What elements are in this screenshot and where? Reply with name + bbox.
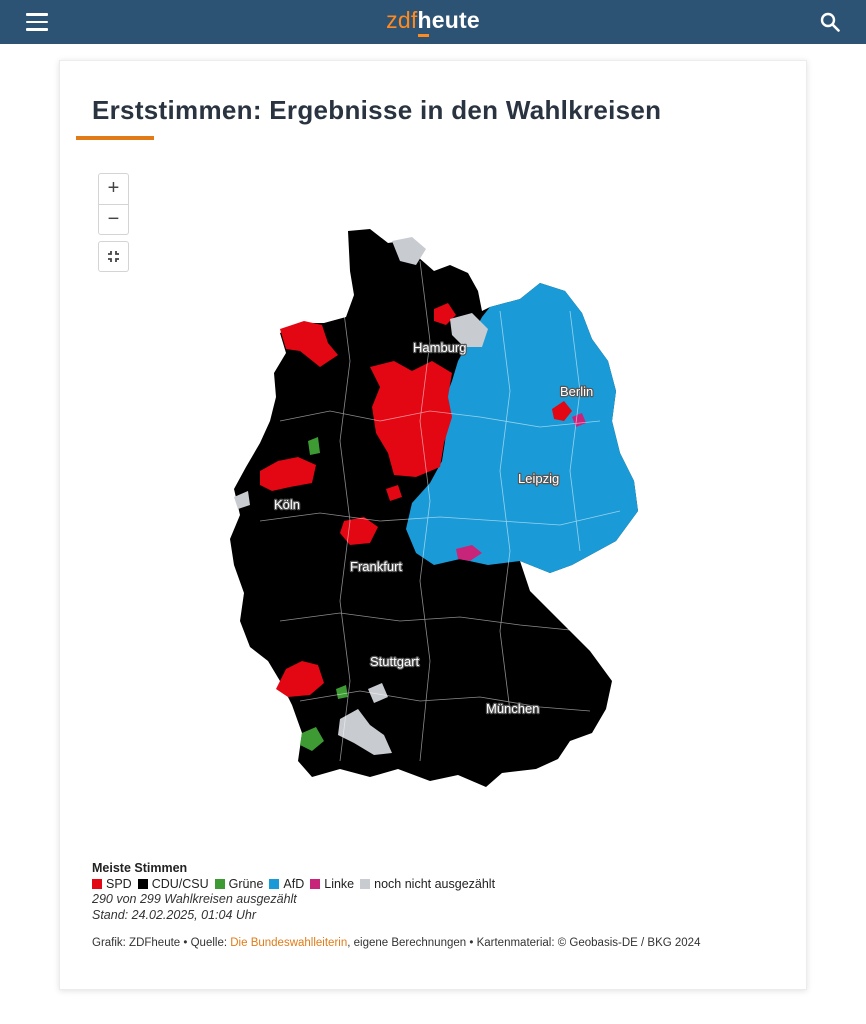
source-line: Grafik: ZDFheute • Quelle: Die Bundeswah… (92, 937, 700, 949)
region-offen-aachen (234, 491, 250, 509)
region-spd-ruhr (260, 457, 316, 491)
title-accent-rule (76, 136, 154, 140)
title-rest: : Ergebnisse in den Wahlkreisen (252, 95, 662, 125)
region-gruene-heidelberg (336, 685, 348, 699)
region-gruene-muenster (308, 437, 320, 455)
region-spd-niedersachsen (370, 361, 452, 477)
city-label-leipzig: Leipzig (518, 471, 559, 486)
logo-zdf: zdf (386, 7, 418, 33)
region-spd-pfalz (276, 661, 324, 697)
region-offen-north (392, 237, 426, 265)
region-offen-stuttgart (368, 683, 388, 703)
city-label-stuttgart: Stuttgart (370, 654, 420, 669)
region-gruene-freiburg (300, 727, 324, 751)
region-linke-thueringen (456, 545, 482, 561)
city-label-berlin: Berlin (560, 384, 593, 399)
counted-note: 290 von 299 Wahlkreisen ausgezählt (92, 892, 297, 906)
region-afd-east (406, 283, 638, 573)
zoom-control: + − (98, 173, 129, 235)
hamburger-menu-icon[interactable] (26, 13, 48, 31)
region-spd-berlin (552, 401, 572, 421)
zdfheute-logo[interactable]: zdfheute (0, 7, 866, 34)
germany-constituency-map[interactable]: Hamburg Berlin Leipzig Köln Frankfurt St… (220, 221, 650, 791)
search-icon[interactable] (820, 12, 840, 32)
title-bold: Erststimmen (92, 95, 253, 125)
zoom-in-button[interactable]: + (107, 177, 120, 199)
legend-item-cdu: CDU/CSU (137, 877, 209, 891)
constituency-borders (259, 260, 621, 762)
zoom-out-button[interactable]: − (99, 204, 128, 234)
legend-items: SPD CDU/CSU Grüne AfD Linke noch nicht a… (92, 877, 792, 891)
region-spd-ostfriesland (280, 321, 338, 367)
city-label-muenchen: München (486, 701, 539, 716)
top-app-bar: zdfheute (0, 0, 866, 44)
city-label-koeln: Köln (274, 497, 300, 512)
legend-item-linke: Linke (310, 877, 354, 891)
city-label-frankfurt: Frankfurt (350, 559, 402, 574)
legend-item-afd: AfD (269, 877, 304, 891)
legend-title: Meiste Stimmen (92, 861, 188, 875)
source-suffix: , eigene Berechnungen • Kartenmaterial: … (347, 937, 701, 949)
source-prefix: Grafik: ZDFheute • Quelle: (92, 937, 231, 949)
collapse-fullscreen-icon[interactable] (98, 241, 129, 272)
city-label-hamburg: Hamburg (413, 340, 466, 355)
map-card: Erststimmen: Ergebnisse in den Wahlkreis… (59, 60, 807, 990)
map-legend: Meiste Stimmen SPD CDU/CSU Grüne AfD Lin… (92, 861, 792, 923)
stand-note: Stand: 24.02.2025, 01:04 Uhr (92, 908, 257, 922)
legend-item-gruene: Grüne (214, 877, 263, 891)
region-offen-hamburg (450, 313, 488, 347)
region-spd-goettingen (386, 485, 402, 501)
region-offen-bw (338, 709, 392, 755)
logo-heute: heute (417, 7, 480, 33)
legend-item-offen: noch nicht ausgezählt (360, 877, 495, 891)
source-link[interactable]: Die Bundeswahlleiterin (230, 937, 348, 949)
chart-title: Erststimmen: Ergebnisse in den Wahlkreis… (92, 95, 661, 126)
legend-item-spd: SPD (92, 877, 132, 891)
